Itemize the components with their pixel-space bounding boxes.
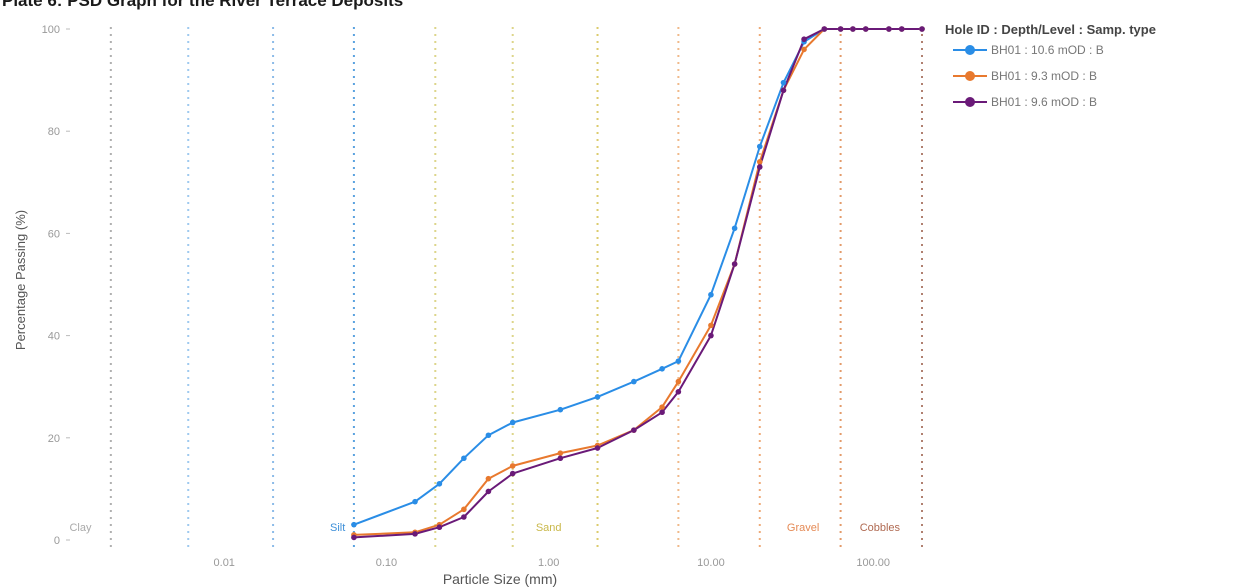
- legend-marker-icon: [953, 45, 987, 55]
- x-tick-label: 0.10: [376, 557, 397, 569]
- data-point: [659, 409, 665, 416]
- legend-item: BH01 : 9.3 mOD : B: [945, 63, 1156, 89]
- x-axis-ticks: 0.01 0.10 1.00 10.00 100.00: [214, 557, 890, 569]
- data-point: [594, 394, 601, 400]
- series-line: [353, 28, 922, 526]
- data-point: [837, 26, 844, 32]
- data-point: [594, 445, 601, 451]
- series-line: [353, 28, 922, 539]
- data-point: [461, 506, 467, 513]
- data-point: [756, 159, 763, 165]
- legend-label: BH01 : 10.6 mOD : B: [991, 43, 1104, 57]
- data-point: [756, 164, 763, 170]
- zone-label: Clay: [69, 522, 92, 534]
- zone-label: Cobbles: [860, 522, 901, 534]
- data-point: [780, 79, 787, 86]
- data-point: [675, 378, 682, 385]
- data-point: [509, 419, 516, 426]
- data-point: [412, 531, 418, 537]
- y-tick-label: 0: [54, 535, 60, 547]
- data-point: [509, 470, 516, 477]
- data-point: [708, 291, 714, 298]
- legend-label: BH01 : 9.6 mOD : B: [991, 95, 1098, 109]
- legend-title: Hole ID : Depth/Level : Samp. type: [945, 22, 1156, 37]
- data-point: [461, 514, 467, 520]
- data-point: [675, 389, 682, 395]
- x-tick-label: 100.00: [856, 557, 890, 569]
- data-point: [351, 521, 357, 528]
- data-point: [557, 450, 564, 456]
- data-point: [886, 26, 892, 32]
- data-point: [708, 322, 714, 329]
- data-point: [801, 36, 807, 43]
- legend-items: BH01 : 10.6 mOD : B BH01 : 9.3 mOD : B BH0…: [945, 37, 1156, 115]
- data-point: [412, 498, 418, 505]
- data-point: [731, 225, 738, 232]
- data-point: [485, 475, 492, 482]
- data-point: [675, 358, 682, 364]
- x-axis-label: Particle Size (mm): [443, 571, 557, 587]
- data-point: [485, 488, 492, 495]
- y-axis-ticks: 0 20 40 60 80 100: [42, 24, 70, 547]
- data-point: [801, 46, 807, 53]
- legend-marker-icon: [953, 97, 987, 107]
- zone-label: Gravel: [787, 522, 819, 534]
- data-point: [461, 455, 467, 462]
- data-point: [509, 463, 516, 469]
- series-line: [353, 28, 922, 536]
- data-point: [708, 332, 714, 339]
- data-point: [485, 432, 492, 439]
- data-point: [436, 480, 443, 487]
- y-tick-label: 60: [48, 228, 60, 240]
- data-point: [731, 261, 738, 267]
- x-tick-label: 10.00: [697, 557, 725, 569]
- data-point: [756, 143, 763, 150]
- zone-labels: Clay Silt Sand Gravel Cobbles: [69, 522, 900, 534]
- legend-marker-icon: [953, 71, 987, 81]
- data-point: [780, 87, 787, 94]
- data-point: [631, 427, 637, 433]
- data-point: [862, 26, 869, 32]
- legend: Hole ID : Depth/Level : Samp. type BH01 …: [945, 22, 1156, 115]
- x-tick-label: 1.00: [538, 557, 559, 569]
- x-tick-label: 0.01: [214, 557, 235, 569]
- zone-label: Sand: [536, 522, 562, 534]
- y-axis-label: Percentage Passing (%): [13, 210, 28, 350]
- series-points: [351, 26, 925, 541]
- y-tick-label: 20: [48, 433, 60, 445]
- data-point: [919, 26, 925, 32]
- legend-label: BH01 : 9.3 mOD : B: [991, 69, 1098, 83]
- legend-item: BH01 : 9.6 mOD : B: [945, 89, 1156, 115]
- zone-label: Silt: [330, 522, 345, 534]
- data-point: [557, 455, 564, 462]
- data-point: [898, 26, 905, 32]
- y-tick-label: 80: [48, 126, 60, 138]
- data-point: [821, 26, 828, 32]
- data-point: [351, 534, 357, 541]
- data-point: [631, 378, 637, 385]
- data-point: [557, 406, 564, 413]
- data-point: [850, 26, 856, 32]
- data-point: [436, 524, 443, 531]
- data-point: [659, 404, 665, 410]
- plate-title: Plate 6: PSD Graph for the River Terrace…: [2, 0, 404, 10]
- series-lines: [353, 28, 922, 539]
- y-tick-label: 40: [48, 331, 60, 343]
- data-point: [659, 366, 665, 372]
- legend-item: BH01 : 10.6 mOD : B: [945, 37, 1156, 63]
- y-tick-label: 100: [42, 24, 60, 36]
